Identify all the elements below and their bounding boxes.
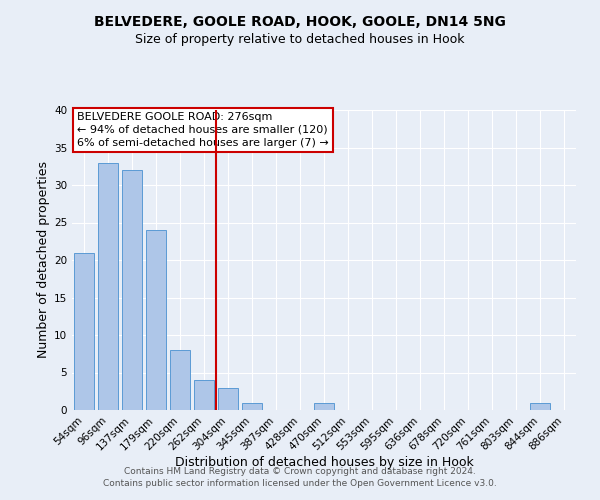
Bar	[122, 170, 142, 410]
Y-axis label: Number of detached properties: Number of detached properties	[37, 162, 50, 358]
Text: BELVEDERE GOOLE ROAD: 276sqm
← 94% of detached houses are smaller (120)
6% of se: BELVEDERE GOOLE ROAD: 276sqm ← 94% of de…	[77, 112, 329, 148]
X-axis label: Distribution of detached houses by size in Hook: Distribution of detached houses by size …	[175, 456, 473, 469]
Bar	[98, 162, 118, 410]
Text: BELVEDERE, GOOLE ROAD, HOOK, GOOLE, DN14 5NG: BELVEDERE, GOOLE ROAD, HOOK, GOOLE, DN14…	[94, 15, 506, 29]
Text: Contains HM Land Registry data © Crown copyright and database right 2024.
Contai: Contains HM Land Registry data © Crown c…	[103, 466, 497, 487]
Bar	[314, 402, 334, 410]
Bar	[530, 402, 550, 410]
Bar	[218, 388, 238, 410]
Bar	[74, 252, 94, 410]
Text: Size of property relative to detached houses in Hook: Size of property relative to detached ho…	[135, 32, 465, 46]
Bar	[170, 350, 190, 410]
Bar	[194, 380, 214, 410]
Bar	[242, 402, 262, 410]
Bar	[146, 230, 166, 410]
